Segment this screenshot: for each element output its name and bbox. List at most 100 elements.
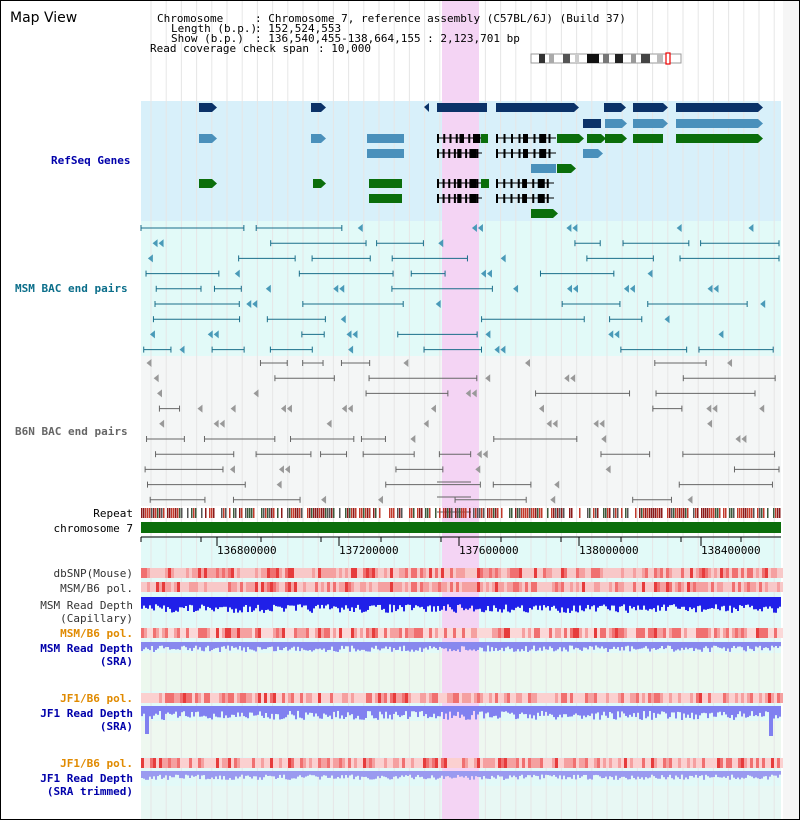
polymorphism-cell (384, 628, 387, 638)
polymorphism-cell (405, 568, 408, 578)
depth-bar (597, 706, 599, 713)
depth-bar (255, 642, 257, 652)
repeat-mark (313, 508, 315, 518)
polymorphism-cell (336, 582, 339, 592)
repeat-mark (391, 508, 393, 518)
depth-bar (599, 771, 601, 777)
depth-bar (315, 706, 317, 714)
track-label-b6n-bac[interactable]: B6N BAC end pairs (15, 425, 128, 438)
depth-bar (779, 597, 781, 607)
polymorphism-cell (291, 568, 294, 578)
depth-bar (423, 597, 425, 610)
repeat-mark (533, 508, 535, 518)
depth-bar (235, 771, 237, 777)
depth-bar (675, 642, 677, 651)
gene-block (311, 134, 321, 143)
depth-bar (305, 706, 307, 713)
polymorphism-cell (312, 582, 315, 592)
polymorphism-cell (153, 568, 156, 578)
polymorphism-cell (363, 568, 366, 578)
exon (455, 134, 458, 143)
polymorphism-cell (312, 568, 315, 578)
depth-bar (511, 642, 513, 649)
depth-bar (389, 706, 391, 715)
depth-bar (239, 642, 241, 647)
depth-bar (779, 771, 781, 775)
depth-bar (589, 597, 591, 610)
polymorphism-cell (549, 582, 552, 592)
polymorphism-cell (231, 693, 234, 703)
polymorphism-cell (654, 693, 657, 703)
depth-bar (429, 771, 431, 779)
depth-bar (405, 706, 407, 712)
depth-bar (275, 771, 277, 779)
repeat-mark (151, 508, 153, 518)
msm-bac-pair (614, 330, 620, 339)
track-label-msm-bac[interactable]: MSM BAC end pairs (15, 282, 128, 295)
depth-bar (577, 597, 579, 613)
msm-bac-pair (647, 269, 653, 278)
polymorphism-cell (624, 628, 627, 638)
polymorphism-cell (693, 628, 696, 638)
track-label-refseq[interactable]: RefSeq Genes (51, 154, 131, 167)
depth-bar (769, 642, 771, 651)
polymorphism-cell (621, 582, 624, 592)
depth-bar (533, 771, 535, 775)
polymorphism-cell (693, 693, 696, 703)
polymorphism-cell (591, 693, 594, 703)
exon (539, 134, 547, 143)
polymorphism-cell (399, 568, 402, 578)
depth-bar (333, 771, 335, 779)
polymorphism-cell (489, 568, 492, 578)
depth-bar (495, 771, 497, 779)
polymorphism-cell (429, 693, 432, 703)
polymorphism-cell (780, 693, 783, 703)
depth-bar (215, 706, 217, 717)
depth-bar (763, 706, 765, 717)
msm-bac-pair (572, 284, 578, 293)
depth-bar (289, 642, 291, 650)
depth-bar (269, 597, 271, 611)
polymorphism-cell (288, 582, 291, 592)
depth-bar (631, 597, 633, 609)
polymorphism-cell (744, 568, 747, 578)
depth-bar (303, 771, 305, 778)
repeat-mark (447, 508, 449, 518)
repeat-mark (753, 508, 755, 518)
depth-bar (471, 771, 473, 777)
depth-bar (507, 642, 509, 647)
depth-bar (175, 706, 177, 712)
b6n-bac-pair (601, 435, 607, 443)
polymorphism-cell (558, 582, 561, 592)
depth-bar (699, 642, 701, 650)
repeat-mark (731, 508, 733, 518)
polymorphism-cell (600, 628, 603, 638)
repeat-mark (389, 508, 391, 518)
axis-tick-label: 136800000 (217, 544, 277, 557)
polymorphism-cell (261, 628, 264, 638)
depth-bar (451, 706, 453, 719)
depth-bar (367, 706, 369, 712)
depth-bar (149, 771, 151, 777)
polymorphism-cell (435, 628, 438, 638)
depth-bar (609, 706, 611, 712)
depth-bar (179, 642, 181, 650)
polymorphism-cell (468, 582, 471, 592)
depth-bar (189, 706, 191, 718)
show-value: : 136,540,455-138,664,155 : 2,123,701 bp (255, 32, 520, 45)
depth-bar (739, 642, 741, 647)
polymorphism-cell (603, 628, 606, 638)
repeat-mark (749, 508, 751, 518)
polymorphism-cell (573, 758, 576, 768)
polymorphism-cell (168, 568, 171, 578)
depth-bar (549, 597, 551, 611)
polymorphism-cell (177, 568, 180, 578)
polymorphism-cell (243, 758, 246, 768)
depth-bar (775, 597, 777, 613)
polymorphism-cell (495, 582, 498, 592)
repeat-mark (239, 508, 241, 518)
polymorphism-cell (678, 568, 681, 578)
depth-bar (223, 706, 225, 719)
depth-bar (301, 706, 303, 719)
